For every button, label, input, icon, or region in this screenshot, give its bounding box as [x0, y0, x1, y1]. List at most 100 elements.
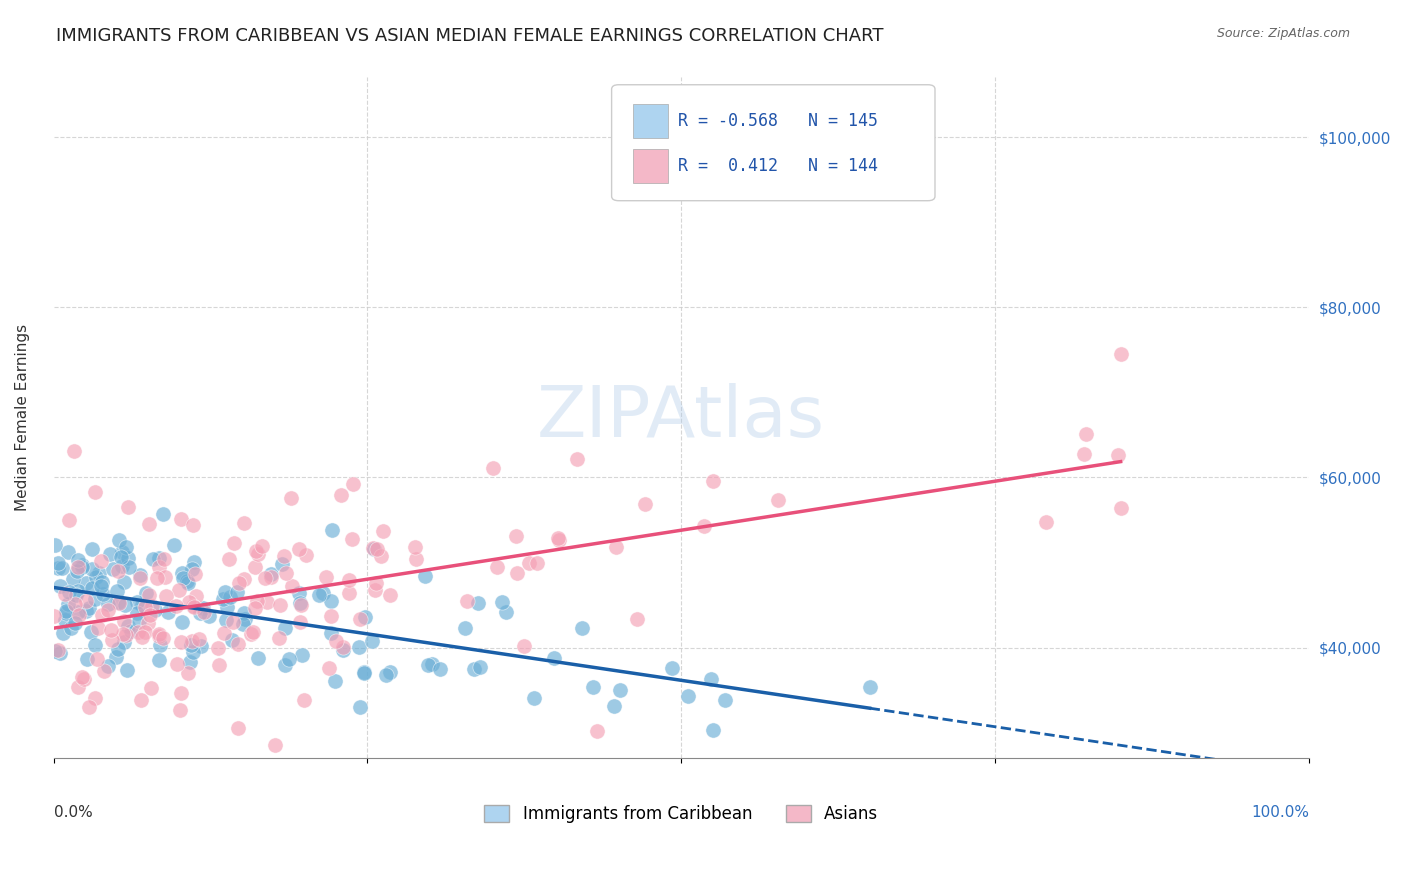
Asians [1109, 500, 1132, 515]
Immigrants from Caribbean [163, 538, 186, 552]
Text: R =  0.412   N = 144: R = 0.412 N = 144 [678, 157, 877, 175]
Immigrants from Caribbean [420, 657, 443, 672]
Asians [404, 541, 426, 555]
Asians [165, 599, 187, 613]
Immigrants from Caribbean [233, 612, 256, 626]
Immigrants from Caribbean [60, 621, 83, 635]
Asians [405, 551, 427, 566]
Immigrants from Caribbean [288, 596, 311, 610]
Immigrants from Caribbean [197, 608, 219, 623]
Asians [252, 539, 274, 553]
Asians [342, 477, 364, 491]
Asians [228, 575, 250, 590]
Immigrants from Caribbean [65, 588, 87, 602]
Immigrants from Caribbean [84, 591, 107, 606]
Asians [513, 639, 536, 653]
Asians [148, 629, 170, 643]
Asians [111, 626, 134, 640]
Asians [139, 607, 162, 622]
Immigrants from Caribbean [602, 699, 624, 714]
Immigrants from Caribbean [115, 664, 138, 678]
Asians [180, 633, 202, 648]
Immigrants from Caribbean [215, 600, 238, 615]
Immigrants from Caribbean [105, 583, 128, 598]
Asians [112, 614, 135, 628]
Asians [44, 608, 66, 623]
Asians [115, 628, 138, 642]
Asians [136, 616, 159, 631]
Asians [93, 664, 115, 678]
Immigrants from Caribbean [143, 603, 166, 617]
Asians [138, 588, 160, 602]
Asians [290, 598, 312, 612]
Immigrants from Caribbean [111, 545, 134, 559]
Immigrants from Caribbean [349, 699, 371, 714]
Text: IMMIGRANTS FROM CARIBBEAN VS ASIAN MEDIAN FEMALE EARNINGS CORRELATION CHART: IMMIGRANTS FROM CARIBBEAN VS ASIAN MEDIA… [56, 27, 884, 45]
Text: R = -0.568   N = 145: R = -0.568 N = 145 [678, 112, 877, 130]
Asians [141, 681, 163, 695]
Immigrants from Caribbean [120, 624, 142, 639]
Asians [364, 583, 387, 598]
Asians [634, 497, 657, 511]
Asians [177, 666, 200, 681]
Immigrants from Caribbean [157, 605, 180, 619]
Y-axis label: Median Female Earnings: Median Female Earnings [15, 325, 30, 511]
Asians [315, 570, 337, 584]
Asians [486, 560, 509, 574]
Immigrants from Caribbean [312, 585, 335, 599]
Asians [242, 624, 264, 639]
Immigrants from Caribbean [97, 597, 120, 611]
Asians [280, 491, 302, 506]
Immigrants from Caribbean [103, 562, 125, 576]
Immigrants from Caribbean [468, 660, 491, 674]
Asians [269, 599, 291, 613]
Asians [67, 607, 90, 622]
Immigrants from Caribbean [44, 643, 66, 657]
Immigrants from Caribbean [66, 584, 89, 599]
Asians [65, 597, 87, 611]
Asians [226, 721, 249, 735]
Immigrants from Caribbean [114, 540, 136, 554]
Text: ZIPAtlas: ZIPAtlas [537, 384, 825, 452]
Asians [169, 703, 191, 717]
Asians [167, 583, 190, 598]
Asians [1074, 427, 1097, 442]
Asians [148, 560, 170, 574]
Asians [187, 632, 209, 646]
Immigrants from Caribbean [107, 533, 129, 547]
Immigrants from Caribbean [170, 566, 193, 581]
Asians [107, 564, 129, 578]
Immigrants from Caribbean [429, 663, 451, 677]
Asians [321, 609, 343, 624]
Immigrants from Caribbean [188, 607, 211, 621]
Asians [129, 571, 152, 585]
Asians [107, 596, 129, 610]
Immigrants from Caribbean [48, 556, 70, 570]
Immigrants from Caribbean [49, 646, 72, 660]
Immigrants from Caribbean [142, 552, 165, 566]
Asians [586, 723, 609, 738]
Asians [153, 570, 176, 584]
Asians [702, 474, 724, 488]
Immigrants from Caribbean [183, 555, 205, 569]
Immigrants from Caribbean [179, 655, 201, 669]
Immigrants from Caribbean [152, 507, 174, 521]
Immigrants from Caribbean [180, 638, 202, 652]
Immigrants from Caribbean [323, 674, 346, 689]
Immigrants from Caribbean [543, 651, 565, 665]
Immigrants from Caribbean [463, 662, 485, 676]
Asians [148, 627, 170, 641]
Immigrants from Caribbean [247, 650, 270, 665]
Immigrants from Caribbean [110, 550, 132, 565]
Immigrants from Caribbean [62, 572, 84, 586]
Asians [208, 658, 231, 673]
Immigrants from Caribbean [221, 632, 243, 647]
Immigrants from Caribbean [582, 680, 605, 694]
Immigrants from Caribbean [491, 595, 513, 609]
Asians [90, 554, 112, 568]
Asians [46, 643, 69, 657]
Immigrants from Caribbean [82, 562, 104, 576]
Text: 100.0%: 100.0% [1251, 805, 1309, 820]
Immigrants from Caribbean [226, 584, 249, 599]
Immigrants from Caribbean [55, 604, 77, 618]
